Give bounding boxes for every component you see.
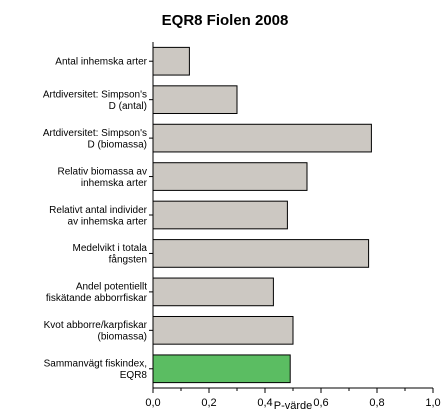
- category-label-3: Relativ biomassa av inhemska arter: [58, 166, 148, 189]
- bar-8: [152, 354, 291, 384]
- category-label-4: Relativt antal individer av inhemska arte…: [49, 205, 147, 228]
- category-label-line: EQR8: [120, 370, 148, 381]
- x-tick-label: 0,8: [369, 397, 384, 409]
- category-label-8: Sammanvägt fiskindex, EQR8: [44, 359, 148, 382]
- category-label-line: Antal inhemska arter: [55, 57, 147, 68]
- bar-7: [152, 315, 294, 345]
- category-label-line: Kvot abborre/karpfiskar: [44, 320, 148, 331]
- category-label-line: Medelvikt i totala: [73, 243, 148, 254]
- category-label-line: Relativ biomassa av: [58, 166, 147, 177]
- bar-4: [152, 200, 288, 230]
- category-label-line: av inhemska arter: [68, 216, 148, 227]
- category-label-line: D (antal): [109, 101, 147, 112]
- bar-0: [152, 46, 190, 76]
- category-label-line: (biomassa): [98, 332, 147, 343]
- x-tick-label: 0,6: [313, 397, 328, 409]
- category-label-5: Medelvikt i totala fångsten: [73, 243, 148, 266]
- x-tick-labels: 0,0 0,2 0,4 0,6 0,8 1,0: [145, 397, 440, 409]
- bar-6: [152, 277, 274, 307]
- category-label-2: Artdiversitet: Simpson's D (biomassa): [43, 128, 147, 151]
- category-label-line: fångsten: [109, 254, 147, 266]
- x-tick-label: 0,2: [201, 397, 216, 409]
- category-label-6: Andel potentiellt fiskätande abborrfiskar: [46, 282, 148, 305]
- axes: [149, 42, 434, 393]
- category-label-line: Relativt antal individer: [49, 205, 147, 216]
- category-label-line: Andel potentiellt: [76, 282, 147, 293]
- category-label-line: Sammanvägt fiskindex,: [44, 359, 147, 370]
- category-labels: Antal inhemska arter Artdiversitet: Simps…: [43, 57, 148, 381]
- category-label-line: D (biomassa): [88, 139, 147, 150]
- category-label-line: Artdiversitet: Simpson's: [43, 89, 147, 100]
- category-label-line: inhemska arter: [81, 178, 148, 189]
- category-label-0: Antal inhemska arter: [55, 57, 147, 68]
- x-tick-label: 0,4: [257, 397, 272, 409]
- bars-group: [152, 46, 372, 384]
- chart-title: EQR8 Fiolen 2008: [162, 12, 289, 29]
- bar-5: [152, 239, 370, 268]
- bar-3: [152, 162, 308, 191]
- category-label-1: Artdiversitet: Simpson's D (antal): [43, 89, 147, 112]
- category-label-line: Artdiversitet: Simpson's: [43, 128, 147, 139]
- category-label-line: fiskätande abborrfiskar: [46, 293, 148, 304]
- x-tick-label: 1,0: [425, 397, 440, 409]
- bar-2: [152, 123, 372, 153]
- category-label-7: Kvot abborre/karpfiskar (biomassa): [44, 320, 148, 343]
- bar-1: [152, 85, 238, 115]
- x-axis-label: P-värde: [274, 400, 313, 412]
- x-tick-label: 0,0: [145, 397, 160, 409]
